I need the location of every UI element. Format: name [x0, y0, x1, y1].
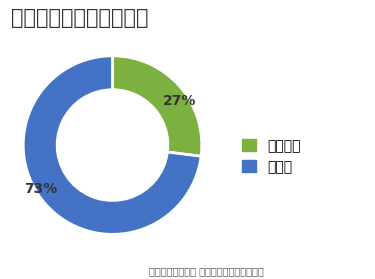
Legend: 自己資金, 借入金: 自己資金, 借入金 — [242, 139, 301, 174]
Text: 27%: 27% — [163, 94, 196, 108]
Wedge shape — [112, 56, 202, 156]
Text: 住宅購入資金の調達方法: 住宅購入資金の調達方法 — [11, 8, 149, 28]
Text: 73%: 73% — [24, 182, 58, 196]
Wedge shape — [23, 56, 201, 234]
Text: 出所：令和元年度 住宅市場動向調査報告書: 出所：令和元年度 住宅市場動向調査報告書 — [149, 266, 264, 276]
